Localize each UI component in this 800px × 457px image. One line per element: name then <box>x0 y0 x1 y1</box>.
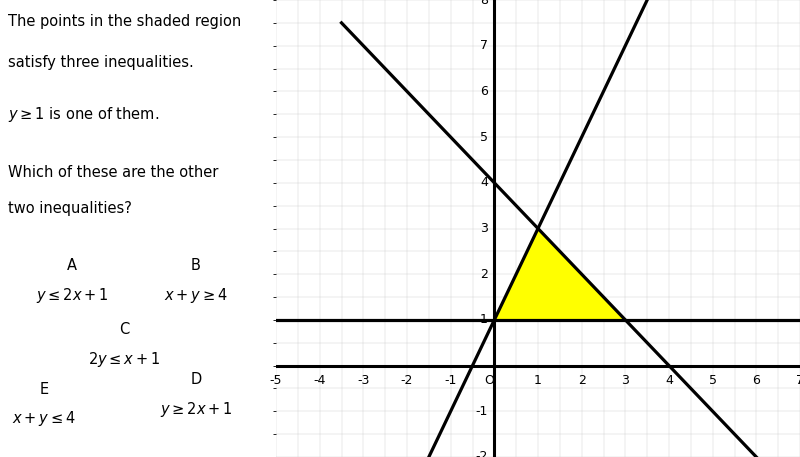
Text: $2y \leq x + 1$: $2y \leq x + 1$ <box>88 350 160 369</box>
Text: 4: 4 <box>665 374 673 387</box>
Text: 1: 1 <box>534 374 542 387</box>
Text: satisfy three inequalities.: satisfy three inequalities. <box>8 55 194 70</box>
Text: 6: 6 <box>480 85 488 98</box>
Text: 5: 5 <box>480 131 488 143</box>
Text: -1: -1 <box>475 405 488 418</box>
Text: 7: 7 <box>796 374 800 387</box>
Text: O: O <box>485 374 494 387</box>
Text: Which of these are the other: Which of these are the other <box>8 165 218 180</box>
Text: -2: -2 <box>401 374 413 387</box>
Text: B: B <box>191 258 201 273</box>
Text: -5: -5 <box>270 374 282 387</box>
Text: -2: -2 <box>475 451 488 457</box>
Text: 2: 2 <box>578 374 586 387</box>
Polygon shape <box>494 228 626 320</box>
Text: C: C <box>119 322 129 337</box>
Text: 3: 3 <box>480 222 488 235</box>
Text: 7: 7 <box>480 39 488 52</box>
Text: 7: 7 <box>796 374 800 387</box>
Text: 3: 3 <box>622 374 630 387</box>
Text: 1: 1 <box>480 314 488 326</box>
Text: 5: 5 <box>709 374 717 387</box>
Text: 4: 4 <box>480 176 488 189</box>
Text: $y\geq 1$ is one of them.: $y\geq 1$ is one of them. <box>8 105 159 124</box>
Text: $y \geq 2x + 1$: $y \geq 2x + 1$ <box>160 400 232 419</box>
Text: D: D <box>190 372 202 388</box>
Text: $x + y \geq 4$: $x + y \geq 4$ <box>164 286 228 305</box>
Text: -1: -1 <box>445 374 457 387</box>
Text: -4: -4 <box>314 374 326 387</box>
Text: two inequalities?: two inequalities? <box>8 201 132 216</box>
Text: 8: 8 <box>480 0 488 6</box>
Text: E: E <box>39 382 49 397</box>
Text: $x + y \leq 4$: $x + y \leq 4$ <box>12 409 76 428</box>
Text: 2: 2 <box>480 268 488 281</box>
Text: The points in the shaded region: The points in the shaded region <box>8 14 242 29</box>
Text: -3: -3 <box>357 374 370 387</box>
Text: 6: 6 <box>752 374 760 387</box>
Text: $y \leq 2x + 1$: $y \leq 2x + 1$ <box>36 286 108 305</box>
Text: A: A <box>67 258 77 273</box>
